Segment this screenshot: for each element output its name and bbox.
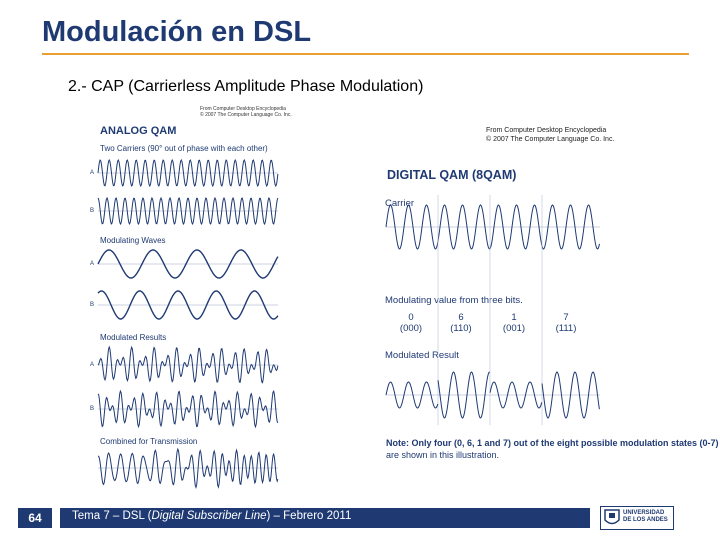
modulated-result-label: Modulated Result (385, 350, 459, 361)
value-decimal: 6 (458, 312, 464, 323)
university-logo: UNIVERSIDAD DE LOS ANDES (600, 506, 674, 530)
analog-waveforms (97, 158, 279, 490)
analog-combined-label: Combined for Transmission (100, 437, 198, 446)
row-label-b: B (90, 406, 95, 412)
analog-carriers-label: Two Carriers (90° out of phase with each… (100, 144, 268, 153)
digital-source-line2: © 2007 The Computer Language Co. Inc. (486, 136, 615, 143)
analog-source-note: From Computer Desktop Encyclopedia © 200… (200, 106, 292, 118)
value-binary: (111) (555, 323, 577, 334)
digital-waveforms (385, 195, 600, 425)
digital-source-note: From Computer Desktop Encyclopedia © 200… (486, 126, 614, 144)
footer-text: Tema 7 – DSL (Digital Subscriber Line) –… (72, 510, 351, 522)
modulated-a-wave (97, 345, 279, 384)
combined-wave (98, 447, 279, 490)
footer-text-prefix: Tema 7 – DSL ( (72, 510, 152, 522)
modulated-result-segment (541, 371, 600, 419)
modulated-b-wave (97, 389, 279, 429)
value-binary: (001) (502, 323, 526, 334)
modulating-a-wave (97, 249, 279, 279)
page-number: 64 (18, 508, 52, 528)
logo-line1: UNIVERSIDAD (623, 510, 665, 516)
value-decimal: 1 (511, 312, 517, 323)
modulating-label: Modulating value from three bits. (385, 295, 523, 306)
analog-modulated-label: Modulated Results (100, 333, 167, 342)
slide-title: Modulación en DSL (42, 16, 312, 48)
analog-source-line2: © 2007 The Computer Language Co. Inc. (200, 112, 292, 118)
row-label-a: A (90, 362, 95, 368)
value-binary: (000) (399, 323, 423, 334)
row-label-a: A (90, 170, 95, 176)
value-binary: (110) (450, 323, 472, 334)
carrier-a-wave (97, 158, 279, 188)
carrier-b-wave (97, 196, 279, 226)
footer-text-suffix: ) – Febrero 2011 (266, 510, 352, 522)
modulated-result-segment (385, 381, 439, 409)
digital-heading: DIGITAL QAM (8QAM) (387, 168, 517, 182)
analog-source-line1: From Computer Desktop Encyclopedia (200, 106, 286, 112)
row-label-b: B (90, 302, 95, 308)
note-rest-text: are shown in this illustration. (386, 449, 500, 460)
analog-modulating-label: Modulating Waves (100, 236, 166, 245)
illustration-note: Note: Only four (0, 6, 1 and 7) out of t… (386, 438, 720, 461)
modulated-result-segment (437, 371, 490, 419)
row-label-b: B (90, 208, 95, 214)
note-bold-text: Note: Only four (0, 6, 1 and 7) out of t… (386, 438, 719, 448)
analog-heading: ANALOG QAM (100, 125, 177, 137)
analog-qam-figure: ANALOG QAM Two Carriers (90° out of phas… (90, 118, 380, 508)
value-decimal: 0 (408, 312, 414, 323)
footer-bar (60, 508, 590, 528)
modulating-b-wave (97, 290, 279, 320)
modulated-result-segment (489, 381, 543, 409)
footer-text-italic: Digital Subscriber Line (151, 510, 267, 522)
carrier-wave (385, 204, 600, 250)
value-decimal: 7 (563, 312, 569, 323)
slide-subtitle: 2.- CAP (Carrierless Amplitude Phase Mod… (68, 78, 424, 95)
logo-text: UNIVERSIDAD DE LOS ANDES (623, 510, 668, 524)
title-underline (42, 53, 689, 55)
row-label-a: A (90, 261, 95, 267)
crest-icon (604, 509, 620, 525)
logo-line2: DE LOS ANDES (623, 517, 668, 523)
digital-source-line1: From Computer Desktop Encyclopedia (486, 127, 607, 134)
carrier-label: Carrier (385, 198, 415, 209)
